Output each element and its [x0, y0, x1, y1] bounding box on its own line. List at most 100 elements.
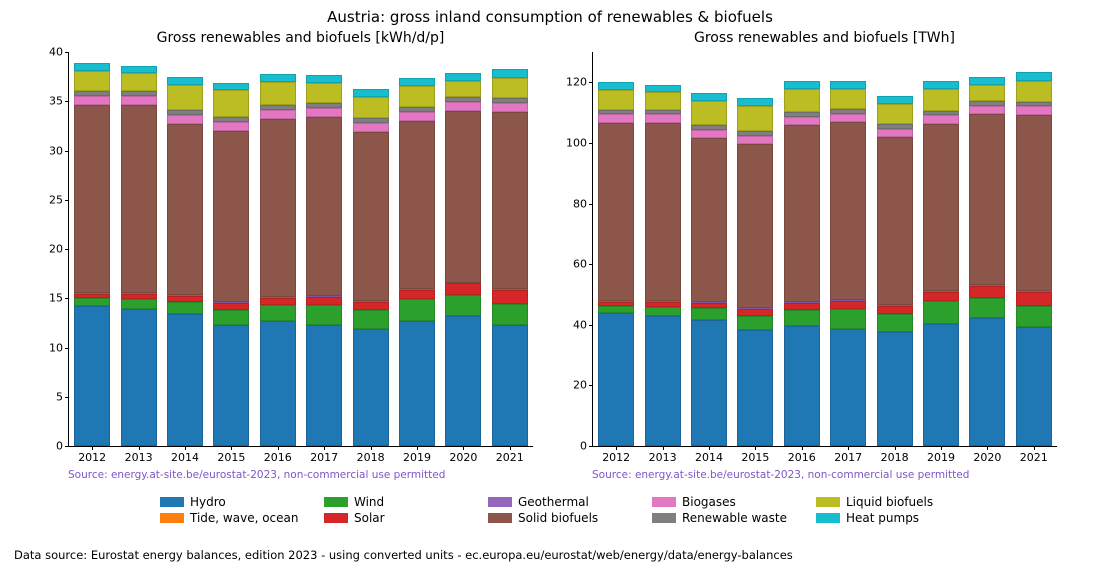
- bar-segment-biogases: [1016, 106, 1052, 114]
- bar-segment-hydro: [737, 330, 773, 446]
- bar-segment-biogases: [645, 114, 681, 122]
- bar-segment-liquidbio: [691, 101, 727, 126]
- bar-segment-hydro: [121, 309, 157, 446]
- bar-segment-hydro: [969, 318, 1005, 446]
- ytick-mark: [589, 385, 593, 386]
- legend-item-renwaste: Renewable waste: [652, 511, 816, 525]
- bar-segment-hydro: [645, 316, 681, 446]
- bar-segment-heatpumps: [399, 78, 435, 86]
- bar-segment-renwaste: [1016, 102, 1052, 107]
- bar-segment-renwaste: [399, 107, 435, 112]
- bar-segment-renwaste: [213, 117, 249, 122]
- legend-label: Wind: [354, 495, 384, 509]
- bar-segment-solar: [598, 302, 634, 306]
- bar-column: [121, 52, 157, 446]
- bar-segment-solar: [492, 290, 528, 304]
- xtick-label: 2020: [449, 451, 477, 464]
- xtick-mark: [663, 446, 664, 450]
- bar-segment-biogases: [167, 115, 203, 124]
- bar-segment-solidbio: [691, 138, 727, 302]
- bar-column: [399, 52, 435, 446]
- xtick-mark: [463, 446, 464, 450]
- bar-segment-hydro: [74, 306, 110, 446]
- bar-segment-wind: [306, 305, 342, 325]
- bar-segment-biogases: [260, 110, 296, 119]
- bar-segment-renwaste: [260, 105, 296, 110]
- bar-segment-wind: [598, 306, 634, 314]
- bar-segment-renwaste: [737, 131, 773, 136]
- source-annotation-left: Source: energy.at-site.be/eurostat-2023,…: [68, 469, 533, 481]
- bar-segment-heatpumps: [598, 82, 634, 90]
- bar-segment-solidbio: [213, 131, 249, 302]
- ytick-label: 40: [555, 318, 587, 331]
- bar-segment-hydro: [598, 313, 634, 446]
- bar-segment-solar: [830, 301, 866, 309]
- bar-segment-hydro: [213, 325, 249, 446]
- bar-segment-liquidbio: [1016, 81, 1052, 102]
- bar-segment-hydro: [923, 324, 959, 446]
- legend-label: Renewable waste: [682, 511, 787, 525]
- bar-segment-heatpumps: [353, 89, 389, 97]
- bar-segment-biogases: [445, 102, 481, 111]
- xtick-label: 2016: [264, 451, 292, 464]
- legend-label: Solid biofuels: [518, 511, 598, 525]
- bar-segment-solar: [74, 294, 110, 298]
- legend-swatch: [816, 497, 840, 507]
- bar-segment-hydro: [260, 321, 296, 446]
- xtick-label: 2018: [357, 451, 385, 464]
- legend-swatch: [816, 513, 840, 523]
- bar-column: [1016, 52, 1052, 446]
- ytick-mark: [65, 446, 69, 447]
- bar-segment-solidbio: [74, 105, 110, 293]
- xtick-mark: [709, 446, 710, 450]
- legend-item-tide: Tide, wave, ocean: [160, 511, 324, 525]
- xtick-mark: [848, 446, 849, 450]
- ytick-mark: [589, 204, 593, 205]
- bar-segment-solar: [1016, 292, 1052, 306]
- bar-segment-liquidbio: [923, 89, 959, 111]
- xtick-label: 2014: [171, 451, 199, 464]
- bar-segment-renwaste: [645, 110, 681, 115]
- bar-segment-solidbio: [923, 124, 959, 291]
- xtick-mark: [92, 446, 93, 450]
- xtick-label: 2015: [741, 451, 769, 464]
- bar-segment-solidbio: [877, 137, 913, 305]
- bar-segment-renwaste: [923, 111, 959, 116]
- source-annotation-right: Source: energy.at-site.be/eurostat-2023,…: [592, 469, 1057, 481]
- bar-segment-heatpumps: [445, 73, 481, 81]
- legend-label: Hydro: [190, 495, 226, 509]
- bar-segment-liquidbio: [399, 86, 435, 108]
- xtick-label: 2013: [649, 451, 677, 464]
- legend-item-heatpumps: Heat pumps: [816, 511, 980, 525]
- bar-segment-solar: [737, 309, 773, 316]
- bar-segment-biogases: [691, 130, 727, 138]
- bar-column: [969, 52, 1005, 446]
- bar-segment-solidbio: [353, 132, 389, 301]
- xtick-mark: [616, 446, 617, 450]
- legend-swatch: [324, 513, 348, 523]
- xtick-mark: [371, 446, 372, 450]
- bar-segment-wind: [784, 310, 820, 326]
- bar-segment-liquidbio: [121, 73, 157, 92]
- bar-segment-wind: [691, 308, 727, 320]
- subplot-right-title: Gross renewables and biofuels [TWh]: [592, 30, 1057, 46]
- bar-segment-liquidbio: [260, 82, 296, 106]
- bar-segment-solar: [399, 290, 435, 299]
- bar-segment-wind: [1016, 306, 1052, 327]
- bar-column: [260, 52, 296, 446]
- ytick-label: 0: [31, 440, 63, 453]
- xtick-label: 2012: [78, 451, 106, 464]
- xtick-mark: [802, 446, 803, 450]
- bar-segment-biogases: [306, 108, 342, 117]
- plot-area-right: 0204060801001202012201320142015201620172…: [592, 52, 1057, 447]
- bar-segment-biogases: [877, 129, 913, 137]
- bar-segment-heatpumps: [1016, 72, 1052, 81]
- xtick-mark: [417, 446, 418, 450]
- legend-item-biogases: Biogases: [652, 495, 816, 509]
- bar-segment-renwaste: [445, 97, 481, 102]
- figure: Austria: gross inland consumption of ren…: [0, 0, 1100, 572]
- bar-column: [306, 52, 342, 446]
- ytick-label: 60: [555, 258, 587, 271]
- bar-segment-solar: [877, 306, 913, 314]
- bar-segment-solar: [213, 303, 249, 310]
